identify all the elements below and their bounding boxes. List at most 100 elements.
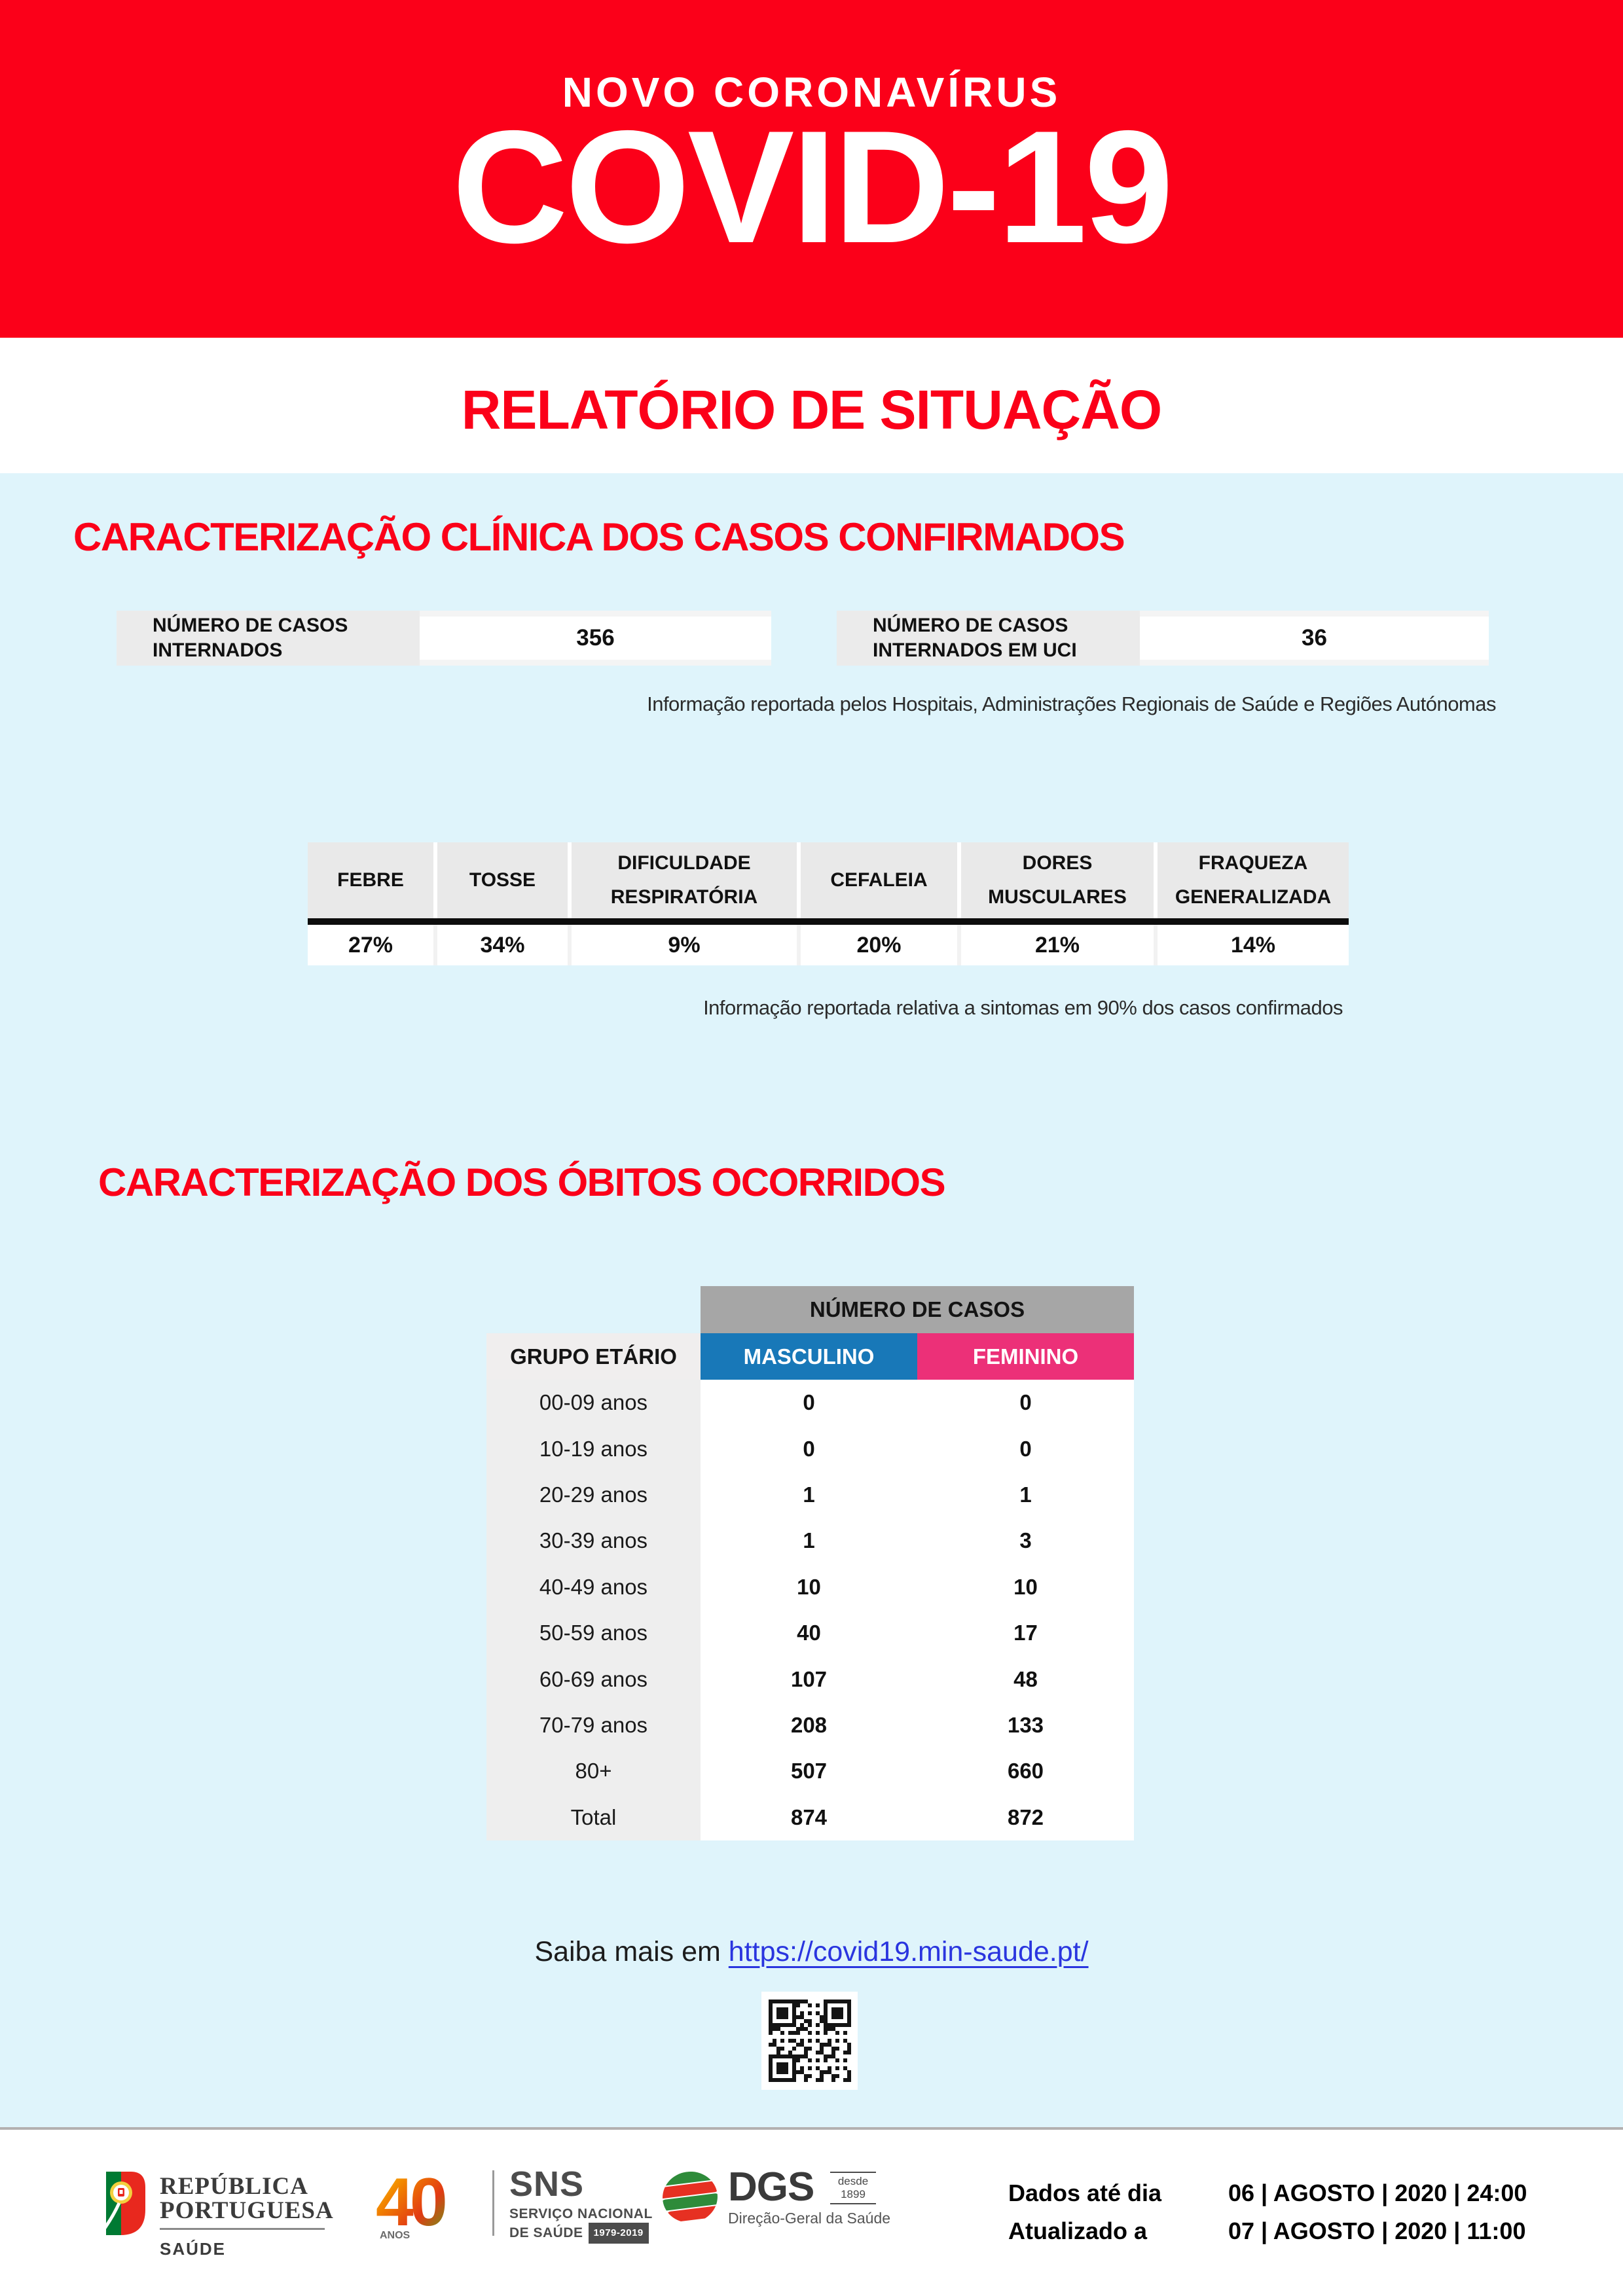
male-count: 0: [701, 1426, 917, 1472]
footer-divider: [0, 2127, 1623, 2130]
qr-code-image: [768, 2000, 851, 2082]
sns-subtitle: SERVIÇO NACIONAL DE SAÚDE 1979-2019: [509, 2206, 653, 2244]
dgs-since-badge: desde 1899: [830, 2172, 876, 2204]
more-info-line: Saiba mais em https://covid19.min-saude.…: [0, 1936, 1623, 1968]
age-group-label: 40-49 anos: [486, 1564, 701, 1610]
symptom-header: DIFICULDADE RESPIRATÓRIA: [568, 842, 797, 918]
sns-40-anos-icon: 40 ANOS: [376, 2168, 449, 2241]
age-group-label: 60-69 anos: [486, 1656, 701, 1702]
female-count: 48: [917, 1656, 1134, 1702]
symptoms-values-row: 27% 34% 9% 20% 21% 14%: [308, 925, 1349, 965]
male-count: 10: [701, 1564, 917, 1610]
data-until-row: Dados até dia 06 | AGOSTO | 2020 | 24:00: [1008, 2174, 1527, 2212]
deaths-section-title: CARACTERIZAÇÃO DOS ÓBITOS OCORRIDOS: [98, 1160, 946, 1204]
stat-internados-label: NÚMERO DE CASOS INTERNADOS: [117, 611, 420, 666]
header-banner: [0, 0, 1623, 338]
symptom-value: 21%: [957, 925, 1154, 965]
stat-uci-value: 36: [1140, 611, 1489, 666]
female-count: 17: [917, 1609, 1134, 1657]
sns-anniversary-badge: 1979-2019: [588, 2223, 649, 2244]
age-group-label: 20-29 anos: [486, 1471, 701, 1518]
age-group-label: 70-79 anos: [486, 1702, 701, 1749]
stat-internados-value: 356: [420, 611, 771, 666]
male-count: 874: [701, 1794, 917, 1840]
female-count: 10: [917, 1564, 1134, 1610]
male-count: 208: [701, 1702, 917, 1749]
symptom-value: 34%: [433, 925, 568, 965]
age-group-label: Total: [486, 1794, 701, 1840]
deaths-table-row-header: GRUPO ETÁRIO: [486, 1333, 701, 1380]
symptom-value: 20%: [797, 925, 957, 965]
dgs-since-year: 1899: [841, 2188, 866, 2200]
age-group-label: 00-09 anos: [486, 1380, 701, 1426]
report-dates: Dados até dia 06 | AGOSTO | 2020 | 24:00…: [1008, 2174, 1527, 2250]
page-title: COVID-19: [452, 97, 1173, 276]
svg-text:ANOS: ANOS: [380, 2230, 410, 2241]
deaths-row: 00-09 anos 0 0: [486, 1380, 1134, 1426]
male-count: 1: [701, 1518, 917, 1564]
symptom-header: FEBRE: [308, 842, 433, 918]
symptom-header: FRAQUEZA GENERALIZADA: [1154, 842, 1349, 918]
symptom-value: 14%: [1154, 925, 1349, 965]
dgs-sphere-icon: [660, 2170, 720, 2223]
age-group-label: 30-39 anos: [486, 1518, 701, 1564]
deaths-row: 60-69 anos 107 48: [486, 1656, 1134, 1702]
symptom-header: CEFALEIA: [797, 842, 957, 918]
more-info-prefix: Saiba mais em: [534, 1936, 721, 1967]
deaths-row: 30-39 anos 1 3: [486, 1518, 1134, 1564]
updated-at-row: Atualizado a 07 | AGOSTO | 2020 | 11:00: [1008, 2212, 1527, 2250]
updated-at-value: 07 | AGOSTO | 2020 | 11:00: [1228, 2217, 1526, 2244]
deaths-row: 50-59 anos 40 17: [486, 1609, 1134, 1657]
republica-portuguesa-flag-icon: [106, 2172, 145, 2235]
stat-uci-label: NÚMERO DE CASOS INTERNADOS EM UCI: [837, 611, 1140, 666]
covid19-link[interactable]: https://covid19.min-saude.pt/: [728, 1936, 1089, 1967]
qr-code: [761, 1992, 858, 2090]
stats-source-note: Informação reportada pelos Hospitais, Ad…: [647, 692, 1496, 715]
male-count: 107: [701, 1656, 917, 1702]
symptoms-table-divider: [308, 918, 1349, 925]
symptom-value: 9%: [568, 925, 797, 965]
age-group-label: 80+: [486, 1748, 701, 1795]
symptoms-source-note: Informação reportada relativa a sintomas…: [703, 996, 1343, 1019]
deaths-table-body: 00-09 anos 0 0 10-19 anos 0 0 20-29 anos…: [486, 1380, 1134, 1840]
sns-subtitle-line2: DE SAÚDE 1979-2019: [509, 2223, 653, 2244]
dgs-acronym: DGS: [728, 2164, 814, 2210]
sns-subtitle-line1: SERVIÇO NACIONAL: [509, 2206, 653, 2221]
sns-logo-divider: [492, 2170, 494, 2236]
stat-uci-label-text: NÚMERO DE CASOS INTERNADOS EM UCI: [873, 615, 1077, 661]
republica-line2: PORTUGUESA: [160, 2197, 334, 2224]
deaths-row: 20-29 anos 1 1: [486, 1471, 1134, 1518]
female-count: 0: [917, 1380, 1134, 1426]
data-until-value: 06 | AGOSTO | 2020 | 24:00: [1228, 2179, 1527, 2206]
stat-internados-label-text: NÚMERO DE CASOS INTERNADOS: [153, 615, 348, 661]
deaths-table-female-header: FEMININO: [917, 1333, 1134, 1380]
age-group-label: 10-19 anos: [486, 1426, 701, 1472]
age-group-label: 50-59 anos: [486, 1609, 701, 1657]
republica-logo-rule: [160, 2228, 325, 2230]
sns-acronym: SNS: [509, 2164, 585, 2204]
male-count: 40: [701, 1609, 917, 1657]
symptoms-header-row: FEBRE TOSSE DIFICULDADE RESPIRATÓRIA CEF…: [308, 842, 1349, 918]
deaths-row: 80+ 507 660: [486, 1748, 1134, 1795]
symptoms-table: FEBRE TOSSE DIFICULDADE RESPIRATÓRIA CEF…: [308, 842, 1349, 965]
female-count: 0: [917, 1426, 1134, 1472]
symptom-header: TOSSE: [433, 842, 568, 918]
republica-line1: REPÚBLICA: [160, 2173, 308, 2200]
header-kicker: NOVO CORONAVÍRUS: [562, 69, 1061, 116]
updated-at-label: Atualizado a: [1008, 2217, 1148, 2244]
deaths-table-male-header: MASCULINO: [701, 1333, 917, 1380]
dgs-full-name: Direção-Geral da Saúde: [728, 2210, 891, 2227]
deaths-row: 10-19 anos 0 0: [486, 1426, 1134, 1472]
deaths-row-total: Total 874 872: [486, 1794, 1134, 1840]
symptom-header: DORES MUSCULARES: [957, 842, 1154, 918]
female-count: 3: [917, 1518, 1134, 1564]
report-subtitle: RELATÓRIO DE SITUAÇÃO: [461, 379, 1162, 440]
republica-portuguesa-logo-text: REPÚBLICA PORTUGUESA: [160, 2174, 334, 2223]
sns-subtitle-line2-text: DE SAÚDE: [509, 2225, 583, 2240]
deaths-row: 70-79 anos 208 133: [486, 1702, 1134, 1749]
female-count: 133: [917, 1702, 1134, 1749]
data-until-label: Dados até dia: [1008, 2179, 1162, 2206]
deaths-table-group-header: NÚMERO DE CASOS: [701, 1286, 1134, 1333]
sns-logo-text: SNS SERVIÇO NACIONAL DE SAÚDE 1979-2019: [509, 2164, 653, 2244]
